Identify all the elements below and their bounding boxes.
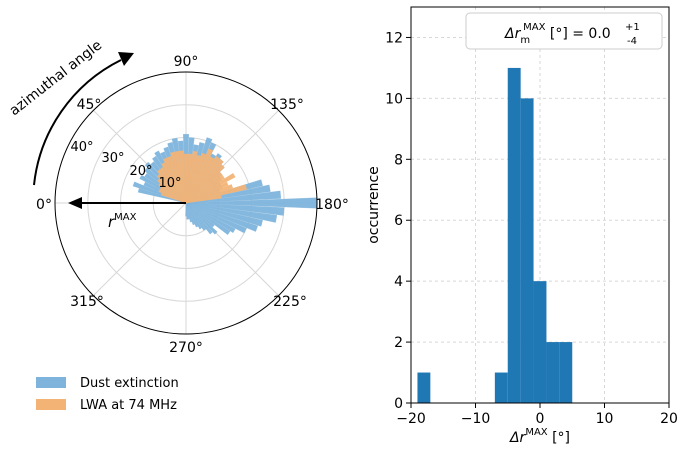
xlabel-unit: [°] <box>548 430 570 446</box>
polar-bar <box>167 156 187 204</box>
polar-bar <box>185 152 207 204</box>
histogram-x-tick-label: 20 <box>660 411 678 427</box>
legend-unit: [°] = 0.0 <box>545 26 610 42</box>
rmax-arrow-head <box>68 197 82 209</box>
histogram-x-tick-label: −20 <box>396 411 426 427</box>
histogram-bar <box>559 342 573 403</box>
rmax-arrow-label-base: r <box>108 213 115 231</box>
histogram-y-tick-label: 12 <box>385 30 403 46</box>
polar-bar <box>185 202 258 232</box>
polar-bar <box>137 188 187 204</box>
histogram-bar <box>494 372 508 403</box>
legend-minus: -4 <box>627 36 637 47</box>
polar-bar <box>185 171 223 204</box>
histogram-x-ticks: −20 −10 0 10 20 <box>396 403 678 427</box>
legend-lhs: Δr <box>504 26 522 42</box>
polar-angle-labels: 0° 45° 90° 135° 180° 225° 270° 315° <box>36 54 349 356</box>
histogram-bar <box>520 98 534 403</box>
polar-angle-label: 225° <box>273 294 307 310</box>
rmax-arrow-label-sup: MAX <box>114 212 136 223</box>
polar-bar <box>163 157 187 204</box>
histogram-y-tick-label: 8 <box>394 152 403 168</box>
polar-bar <box>185 184 247 204</box>
legend-label-dust: Dust extinction <box>80 376 179 391</box>
xlabel-base: Δr <box>509 430 527 446</box>
polar-radial-label: 20° <box>129 164 152 179</box>
polar-angle-label: 180° <box>315 197 349 213</box>
rmax-arrow-label: rMAX <box>108 212 137 231</box>
polar-bar <box>185 155 220 204</box>
polar-bar <box>185 202 263 227</box>
polar-radial-label: 30° <box>101 151 124 166</box>
polar-bar <box>185 158 224 204</box>
histogram-legend: Δrm MAX [°] = 0.0 +1 -4 <box>465 12 663 50</box>
polar-radial-labels: 10° 20° 30° 40° <box>70 140 181 191</box>
histogram-y-tick-label: 0 <box>394 396 403 412</box>
polar-bars-lwa <box>156 148 247 204</box>
legend-sub: m <box>520 35 530 46</box>
polar-bar <box>185 148 214 204</box>
polar-bar <box>185 181 229 204</box>
histogram-y-tick-label: 2 <box>394 335 403 351</box>
polar-angle-label: 90° <box>174 54 199 70</box>
polar-angle-label: 315° <box>70 294 104 310</box>
polar-radial-label: 40° <box>70 140 93 155</box>
legend-swatch-dust <box>36 377 66 388</box>
histogram-y-tick-label: 10 <box>385 91 403 107</box>
polar-angle-label: 135° <box>270 97 304 113</box>
polar-bar <box>179 150 187 204</box>
xlabel-sup: MAX <box>525 427 547 438</box>
legend-label-lwa: LWA at 74 MHz <box>80 398 177 413</box>
histogram-x-tick-label: −10 <box>461 411 491 427</box>
histogram-x-tick-label: 0 <box>536 411 545 427</box>
histogram-y-tick-label: 6 <box>394 213 403 229</box>
legend-sup: MAX <box>523 22 545 33</box>
histogram-legend-box <box>465 12 663 50</box>
polar-bar <box>161 162 187 204</box>
histogram-ylabel: occurrence <box>366 166 382 244</box>
histogram-y-tick-label: 4 <box>394 274 403 290</box>
polar-bar <box>185 154 201 204</box>
polar-grid-spoke <box>93 202 187 296</box>
polar-bar <box>185 202 187 217</box>
polar-bar <box>185 175 225 204</box>
polar-bar <box>185 202 236 233</box>
histogram-x-tick-label: 10 <box>596 411 614 427</box>
polar-angle-label: 45° <box>77 97 102 113</box>
polar-frame <box>54 71 318 335</box>
legend-plus: +1 <box>625 22 640 33</box>
histogram-bar <box>546 342 560 403</box>
polar-bar <box>185 156 215 204</box>
polar-angle-label: 270° <box>169 340 203 356</box>
polar-bar <box>185 202 231 235</box>
polar-bar <box>185 190 282 204</box>
polar-bar <box>183 153 189 204</box>
polar-bar <box>174 150 187 204</box>
polar-chart: 0° 45° 90° 135° 180° 225° 270° 315° 10° 20° 30° 40… <box>7 37 349 413</box>
histogram-y-ticks: 0 2 4 6 8 10 12 <box>385 30 411 412</box>
histogram-bar <box>507 67 521 403</box>
legend-swatch-lwa <box>36 399 66 410</box>
polar-bar <box>185 202 247 234</box>
polar-radial-label: 10° <box>158 176 181 191</box>
polar-legend: Dust extinction LWA at 74 MHz <box>36 376 179 413</box>
polar-bar <box>185 184 233 204</box>
polar-bar <box>185 195 222 204</box>
histogram-bars <box>417 67 573 403</box>
polar-bar <box>185 202 285 216</box>
polar-bar <box>185 173 236 204</box>
polar-angle-label: 0° <box>36 197 52 213</box>
histogram-legend-text: Δrm MAX [°] = 0.0 <box>504 22 611 46</box>
histogram-bar <box>417 372 431 403</box>
polar-bar <box>185 164 225 204</box>
histogram-bar <box>533 281 547 403</box>
histogram-xlabel: ΔrMAX [°] <box>509 427 570 446</box>
polar-bar <box>185 202 278 223</box>
azimuthal-arc <box>33 59 122 186</box>
azimuthal-arrow-head <box>118 52 134 66</box>
polar-bar <box>170 151 187 204</box>
